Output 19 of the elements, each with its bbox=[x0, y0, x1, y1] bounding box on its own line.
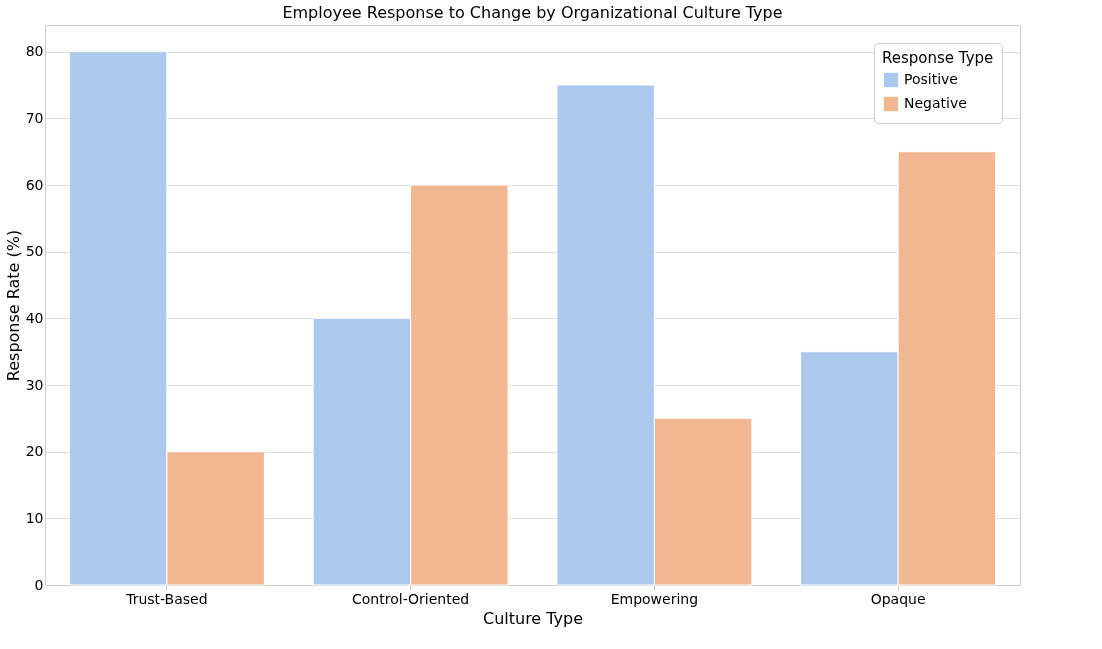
x-tick-label: Control-Oriented bbox=[352, 590, 470, 607]
legend-label: Positive bbox=[904, 71, 958, 87]
x-tick-label: Empowering bbox=[610, 590, 699, 607]
y-tick-label: 80 bbox=[25, 43, 44, 60]
y-tick-label: 20 bbox=[25, 443, 44, 460]
y-axis-title: Response Rate (%) bbox=[3, 229, 23, 382]
legend-title: Response Type bbox=[882, 49, 994, 67]
y-tick-label: 40 bbox=[25, 309, 44, 326]
y-tick-label: 0 bbox=[34, 576, 44, 593]
y-tick-label: 10 bbox=[25, 509, 44, 526]
y-tick-label: 30 bbox=[25, 376, 44, 393]
x-axis-title: Culture Type bbox=[482, 608, 584, 628]
y-tick-label: 50 bbox=[25, 243, 44, 260]
x-tick-label: Trust-Based bbox=[125, 590, 208, 607]
x-tick-label: Opaque bbox=[870, 590, 926, 607]
y-tick-label: 60 bbox=[25, 176, 44, 193]
y-tick-label: 70 bbox=[25, 109, 44, 126]
legend-label: Negative bbox=[904, 95, 967, 111]
chart-title: Employee Response to Change by Organizational Culture Type bbox=[282, 3, 783, 22]
